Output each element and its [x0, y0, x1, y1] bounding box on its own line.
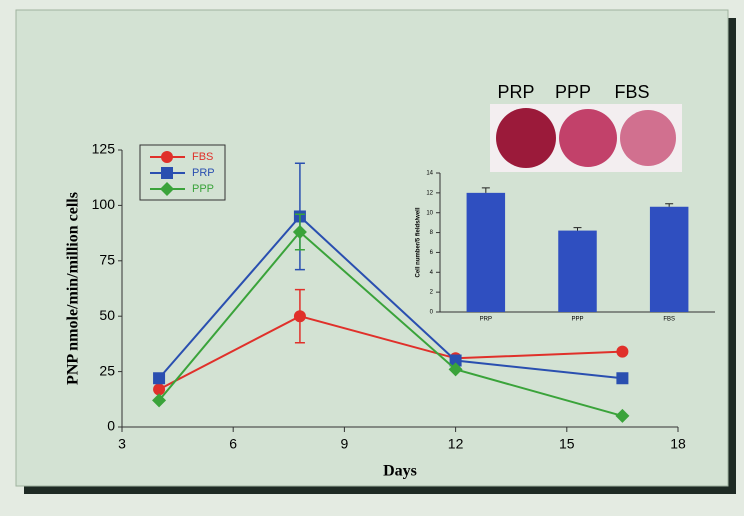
- y-tick-label: 0: [430, 310, 434, 316]
- marker: [615, 408, 630, 423]
- y-tick-label: 100: [92, 196, 116, 212]
- x-tick-label: 15: [559, 436, 575, 452]
- y-axis-label: PNP nmole/min/million cells: [65, 192, 82, 385]
- marker: [153, 372, 166, 385]
- error-bar: [481, 187, 490, 193]
- y-tick-label: 25: [99, 362, 115, 378]
- y-axis-label: Cell number/5 fields/well: [416, 207, 422, 277]
- bar: [466, 192, 506, 312]
- well: [620, 110, 676, 166]
- marker: [292, 224, 307, 239]
- x-tick-label: FBS: [663, 317, 675, 323]
- marker: [616, 372, 629, 385]
- y-tick-label: 50: [99, 307, 115, 323]
- marker: [152, 393, 167, 408]
- x-tick-label: 6: [229, 436, 237, 452]
- error-bar: [573, 227, 582, 231]
- legend-label: PRP: [192, 167, 215, 179]
- y-tick-label: 75: [99, 252, 115, 268]
- line: [158, 215, 623, 380]
- legend-marker: [161, 167, 173, 179]
- x-axis-label: Days: [383, 463, 417, 480]
- legend-marker: [161, 151, 173, 163]
- line: [158, 315, 623, 391]
- legend-marker: [160, 182, 174, 196]
- y-tick-label: 0: [107, 418, 115, 434]
- y-tick-label: 12: [426, 190, 433, 196]
- photo-label: PPP: [555, 82, 591, 102]
- y-tick-label: 2: [430, 290, 434, 296]
- marker: [449, 354, 462, 367]
- marker: [153, 383, 166, 396]
- bar: [649, 206, 689, 312]
- x-tick-label: PPP: [571, 317, 583, 323]
- marker: [616, 345, 629, 358]
- error-bar: [665, 203, 674, 207]
- x-tick-label: 12: [448, 436, 464, 452]
- bar: [558, 230, 597, 312]
- x-tick-label: 18: [670, 436, 686, 452]
- line: [158, 230, 623, 417]
- y-tick-label: 8: [430, 230, 434, 236]
- well: [559, 109, 617, 167]
- y-tick-label: 125: [92, 141, 116, 157]
- marker: [448, 362, 463, 377]
- marker: [293, 310, 306, 323]
- x-tick-label: 9: [341, 436, 349, 452]
- y-tick-label: 4: [430, 270, 434, 276]
- y-tick-label: 10: [426, 210, 433, 216]
- x-tick-label: PRP: [480, 317, 492, 323]
- legend-label: FBS: [192, 151, 213, 163]
- photo-label: PRP: [497, 82, 534, 102]
- panel: [15, 9, 729, 487]
- legend: [139, 144, 226, 201]
- x-tick-label: 3: [118, 436, 126, 452]
- well: [496, 108, 556, 168]
- y-tick-label: 14: [426, 171, 433, 177]
- y-tick-label: 6: [430, 250, 434, 256]
- legend-label: PPP: [192, 183, 214, 195]
- photo-label: FBS: [614, 82, 649, 102]
